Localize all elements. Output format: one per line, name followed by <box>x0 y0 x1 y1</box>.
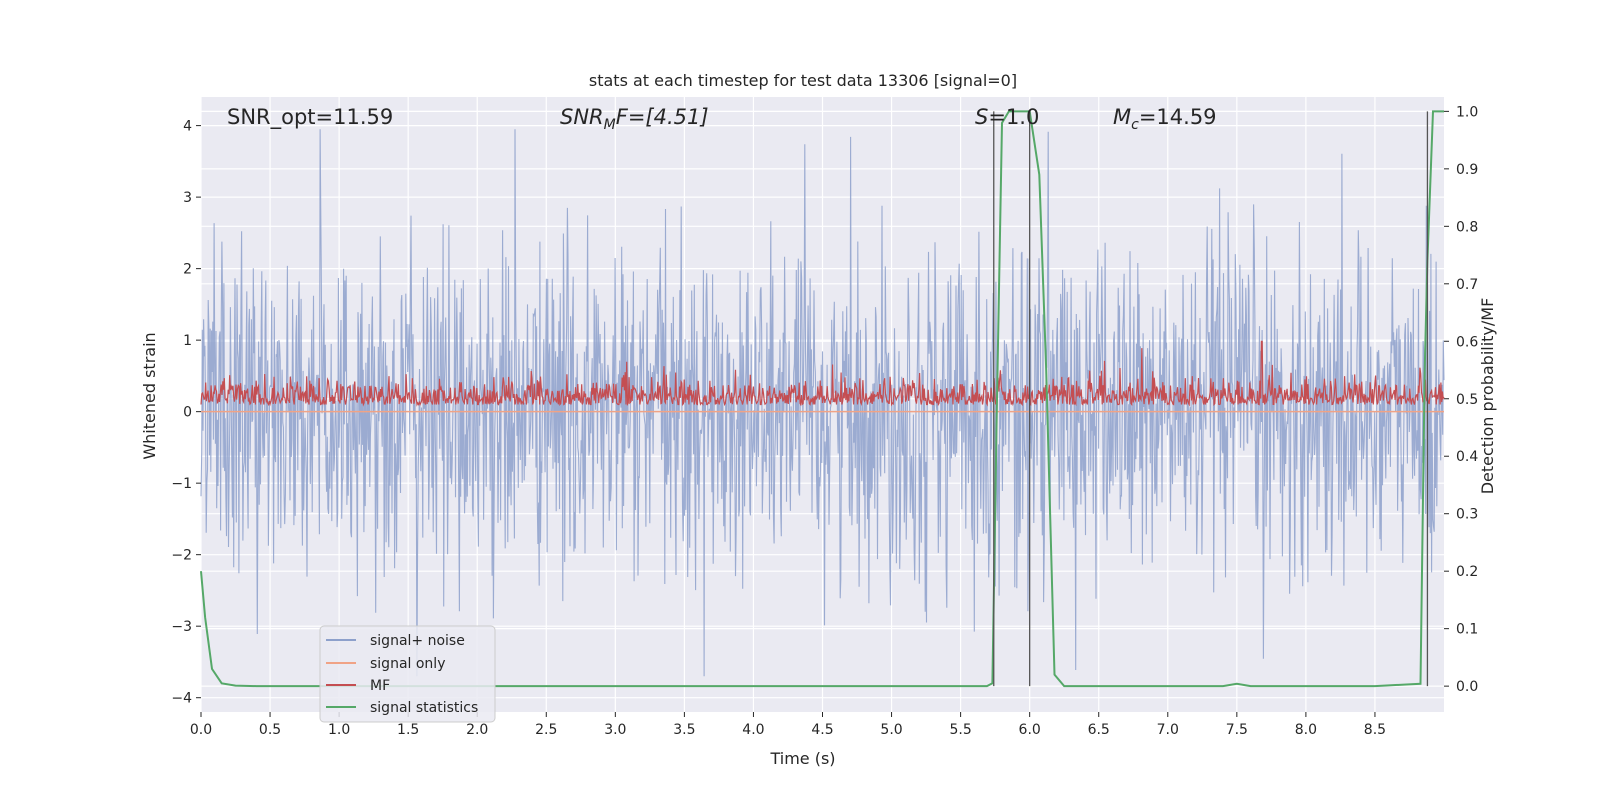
legend-box <box>319 625 496 723</box>
annotation-snr-opt: SNR_opt=11.59 <box>227 105 393 130</box>
y-tick-label: −2 <box>171 548 192 564</box>
x-tick-label: 1.5 <box>397 722 419 738</box>
x-tick-label: 8.5 <box>1364 722 1386 738</box>
legend-label-noise: signal+ noise <box>370 633 465 649</box>
y-tick-label: 0 <box>183 405 192 421</box>
y-tick-label: −3 <box>171 619 192 635</box>
y-tick-label: −1 <box>171 476 192 492</box>
x-tick-label: 7.0 <box>1157 722 1179 738</box>
x-tick-label: 0.0 <box>190 722 212 738</box>
x-tick-label: 5.0 <box>880 722 902 738</box>
x-tick-label: 2.5 <box>535 722 557 738</box>
axes: 0.0 0.5 1.0 1.5 2.0 2.5 3.0 3.5 4.0 4.5 5.0 5.5 6.0 6… <box>171 104 1478 738</box>
series-signal-plus-noise <box>200 129 1445 677</box>
annotation-mc-rest: =14.59 <box>1139 105 1217 129</box>
x-tick-label: 2.0 <box>466 722 488 738</box>
x-axis-label: Time (s) <box>769 749 835 768</box>
y-axis-label-right: Detection probability/MF <box>1478 298 1497 495</box>
x-tick-label: 0.5 <box>259 722 281 738</box>
y-right-tick-label: 0.0 <box>1456 679 1478 695</box>
annotation-snr-mf: SNRMF=[4.51] <box>560 105 709 133</box>
y-tick-label: 1 <box>183 333 192 349</box>
y-right-tick-label: 0.7 <box>1456 277 1478 293</box>
legend-label-signal-only: signal only <box>370 656 445 672</box>
y-right-tick-label: 0.8 <box>1456 219 1478 235</box>
y-right-tick-label: 1.0 <box>1456 104 1478 120</box>
y-tick-label: 4 <box>183 119 192 135</box>
y-right-tick-label: 0.5 <box>1456 392 1478 408</box>
legend-label-signal-statistics: signal statistics <box>370 700 478 716</box>
x-tick-label: 6.0 <box>1019 722 1041 738</box>
annotation-mc: Mc=14.59 <box>1113 105 1217 133</box>
x-tick-label: 7.5 <box>1226 722 1248 738</box>
annotation-mc-sub: c <box>1131 117 1139 133</box>
x-tick-label: 3.0 <box>604 722 626 738</box>
annotation-s-rest: =1.0 <box>988 105 1039 129</box>
x-tick-label: 3.5 <box>673 722 695 738</box>
y-right-tick-label: 0.4 <box>1456 449 1478 465</box>
annotation-s: S=1.0 <box>975 105 1039 129</box>
x-tick-label: 8.0 <box>1295 722 1317 738</box>
chart-title: stats at each timestep for test data 133… <box>589 71 1017 90</box>
annotation-snr-mf-sub: M <box>604 117 616 133</box>
vertical-markers <box>993 111 1429 687</box>
x-tick-label: 4.0 <box>742 722 764 738</box>
y-right-tick-label: 0.1 <box>1456 622 1478 638</box>
y-right-tick-label: 0.2 <box>1456 564 1478 580</box>
series-lines <box>200 110 1445 688</box>
y-tick-label: −4 <box>171 691 192 707</box>
annotation-s-main: S <box>975 105 988 129</box>
y-right-tick-label: 0.9 <box>1456 162 1478 178</box>
series-mf <box>200 340 1445 407</box>
x-tick-label: 4.5 <box>811 722 833 738</box>
x-tick-label: 5.5 <box>949 722 971 738</box>
y-right-tick-label: 0.3 <box>1456 507 1478 523</box>
y-axis-label: Whitened strain <box>140 332 159 459</box>
annotation-snr-mf-rest: F=[4.51] <box>616 105 709 129</box>
legend-label-mf: MF <box>370 678 390 694</box>
legend: signal+ noise signal only MF signal stat… <box>319 625 496 723</box>
noise-series <box>200 129 1445 677</box>
series-signal-statistics <box>200 110 1444 688</box>
annotation-mc-main: M <box>1113 105 1131 129</box>
y-tick-label: 3 <box>183 190 192 206</box>
y-right-tick-label: 0.6 <box>1456 334 1478 350</box>
x-tick-label: 1.0 <box>328 722 350 738</box>
annotation-snr-mf-main: SNR <box>560 105 604 129</box>
x-tick-label: 6.5 <box>1088 722 1110 738</box>
y-tick-label: 2 <box>183 262 192 278</box>
